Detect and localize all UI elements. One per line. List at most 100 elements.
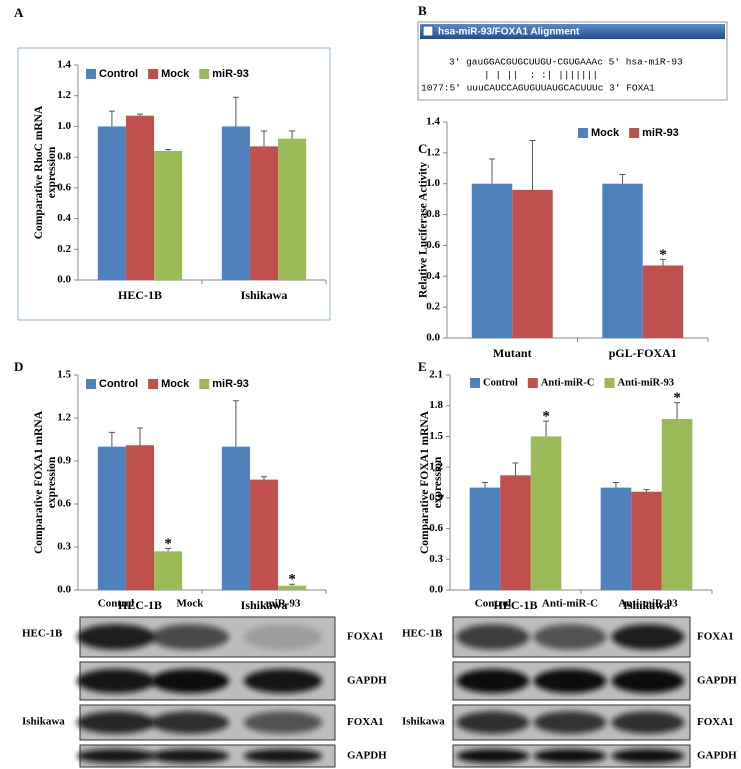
y-tick-label: 1.8 <box>429 399 443 411</box>
x-tick-label: Ishikawa <box>241 288 288 302</box>
y-axis-label: expression <box>46 146 58 198</box>
bar <box>221 126 250 280</box>
x-tick-label: HEC-1B <box>118 288 162 302</box>
y-tick-label: 1.4 <box>426 116 440 128</box>
error-bar <box>612 482 619 488</box>
error-bar <box>543 420 550 437</box>
y-tick-label: 0.4 <box>57 212 71 224</box>
legend-swatch <box>199 69 210 79</box>
legend-label: Control <box>99 378 138 390</box>
y-tick-label: 0.0 <box>426 332 440 344</box>
bar <box>221 446 250 590</box>
band-label: GAPDH <box>347 750 387 762</box>
x-tick-label: HEC-1B <box>118 598 162 612</box>
panel-label: D <box>14 359 23 374</box>
significance: * <box>673 390 681 406</box>
blot-band <box>150 711 230 734</box>
blot-band <box>76 711 156 734</box>
y-tick-label: 0.8 <box>426 208 440 220</box>
y-tick-label: 1.2 <box>57 89 71 101</box>
error-bar <box>261 476 267 480</box>
lane-label: Control <box>98 598 134 610</box>
significance: * <box>164 536 172 552</box>
error-bar <box>481 482 488 488</box>
error-bar <box>619 173 626 184</box>
blot-band <box>611 624 685 650</box>
western-blot: Control Mock miR-93 FOXA1 GAPDH FOXA1 GAPDH HEC… <box>22 598 387 768</box>
y-axis-label: Relative Luciferase Activity <box>418 162 430 298</box>
y-tick-label: 1.2 <box>426 146 440 158</box>
bar <box>97 446 126 590</box>
y-tick-label: 0.8 <box>57 151 71 163</box>
bar <box>249 479 279 590</box>
bar <box>631 491 662 590</box>
chart: A 0.0 0.2 0.4 0.6 0.8 1.0 1.2 1.4 Comparative Rho… <box>14 5 331 321</box>
header-icon <box>422 25 434 37</box>
target-seq: 1077:5' uuuCAUCCAGUGUUAUGCACUUUc 3' FOXA… <box>421 83 655 94</box>
lane-label: Mock <box>177 598 205 610</box>
y-tick-label: 0.9 <box>429 491 443 503</box>
blot-band <box>611 668 685 694</box>
x-tick-label: Ishikawa <box>241 598 288 612</box>
legend-swatch <box>629 128 640 138</box>
band-label: GAPDH <box>697 675 737 687</box>
blot-band <box>533 748 607 764</box>
blot-band <box>150 748 230 764</box>
bar <box>500 475 531 590</box>
legend-label: Control <box>483 377 518 388</box>
blot-band <box>533 668 607 694</box>
cell-line-label: HEC-1B <box>22 628 63 640</box>
legend-swatch <box>148 379 159 389</box>
blot-band <box>243 668 323 694</box>
y-axis-label: expression <box>46 456 58 508</box>
y-tick-label: 1.2 <box>57 412 71 424</box>
y-tick-label: 0.9 <box>57 455 71 467</box>
panel-label: C <box>418 141 427 156</box>
legend-swatch <box>578 128 588 138</box>
bar <box>512 189 553 338</box>
bar <box>154 151 183 280</box>
chart: C 0.0 0.2 0.4 0.6 0.8 1.0 1.2 1.4 Relative Lucife… <box>418 116 709 360</box>
error-bar <box>261 130 267 147</box>
y-axis-label: expression <box>432 456 444 508</box>
pairing: | | || : :| ||||||| <box>484 70 598 81</box>
error-bar <box>232 400 239 447</box>
bar <box>278 138 307 280</box>
alignment-panel: B hsa-miR-93/FOXA1 Alignment 3' gauGGACG… <box>417 3 728 101</box>
error-bar <box>137 113 143 116</box>
mirna-seq: 3' gauGGACGUGCUUGU-CGUGAAAc 5' hsa-miR-9… <box>449 57 683 68</box>
x-tick-label: pGL-FOXA1 <box>609 346 677 360</box>
bar <box>97 126 126 280</box>
legend-label: miR-93 <box>212 68 249 80</box>
alignment-header <box>420 24 725 39</box>
y-tick-label: 1.5 <box>429 430 443 442</box>
y-tick-label: 2.1 <box>429 369 443 381</box>
bar <box>530 436 562 590</box>
y-tick-label: 0.4 <box>426 270 440 282</box>
error-bar <box>289 583 296 586</box>
lane-label: miR-93 <box>266 598 301 610</box>
y-tick-label: 0.6 <box>57 181 71 193</box>
legend-swatch <box>86 379 96 389</box>
significance: * <box>288 572 296 588</box>
alignment-title: hsa-miR-93/FOXA1 Alignment <box>438 27 580 38</box>
legend-label: Mock <box>161 378 190 390</box>
blot-band <box>456 668 530 694</box>
bar <box>154 551 183 590</box>
y-tick-label: 1.0 <box>57 120 71 132</box>
legend-label: Mock <box>161 68 190 80</box>
error-bar <box>489 158 496 184</box>
bar <box>661 419 693 590</box>
blot-band <box>76 748 156 764</box>
legend-label: Mock <box>591 127 620 139</box>
band-label: GAPDH <box>347 675 387 687</box>
y-tick-label: 0.0 <box>57 274 71 286</box>
band-label: FOXA1 <box>347 631 384 643</box>
blot-band <box>456 624 530 650</box>
blot-band <box>150 624 230 650</box>
blot-band <box>456 711 530 734</box>
legend-swatch <box>86 69 96 79</box>
error-bar <box>659 258 666 266</box>
y-tick-label: 1.2 <box>429 461 443 473</box>
